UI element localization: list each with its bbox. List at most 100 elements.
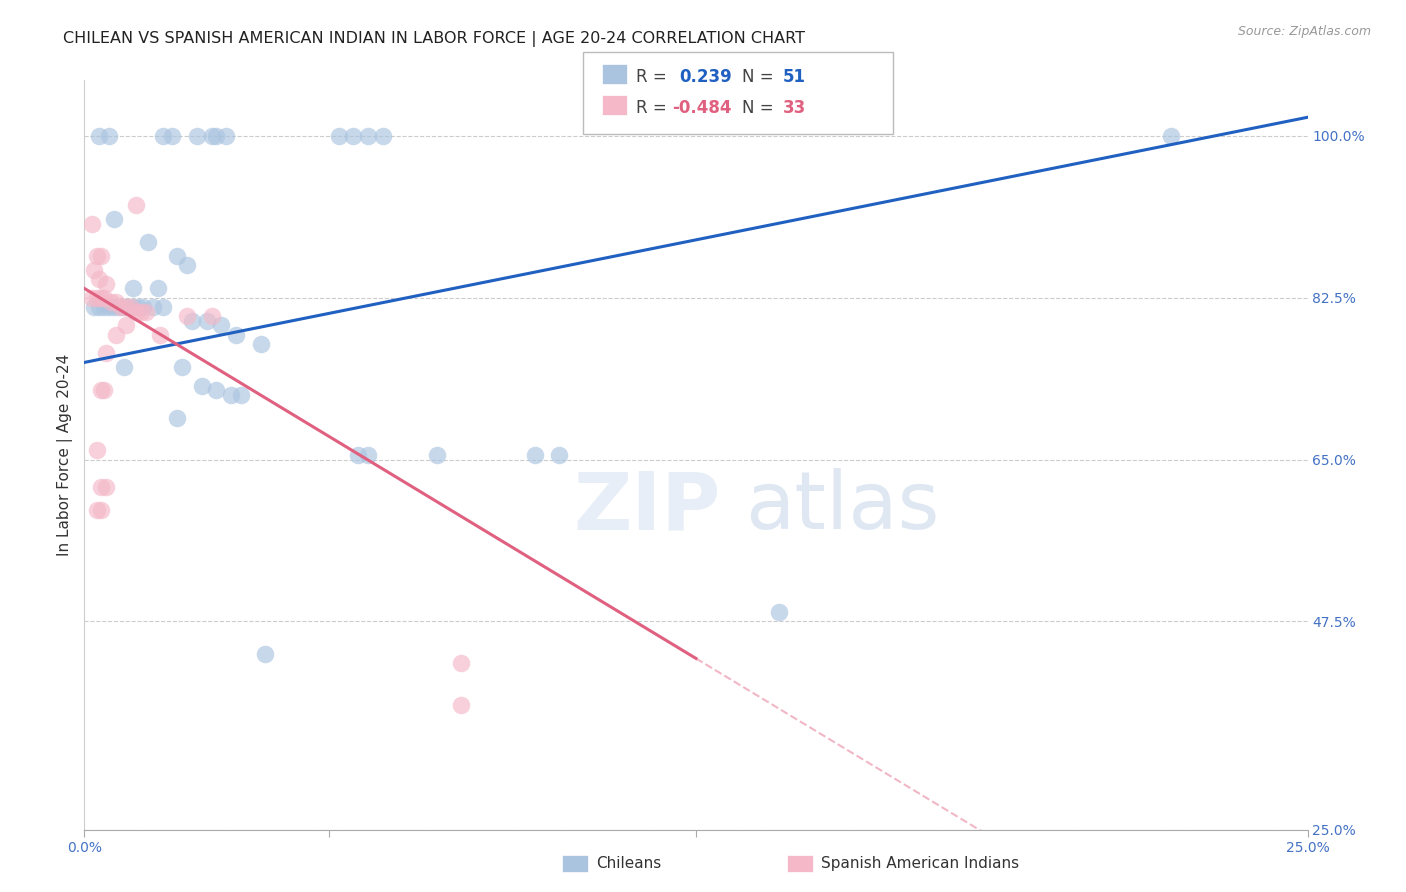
Point	[225, 327, 247, 342]
Point	[103, 300, 125, 314]
Y-axis label: In Labor Force | Age 20-24: In Labor Force | Age 20-24	[58, 354, 73, 556]
Point	[768, 605, 790, 619]
Point	[97, 300, 120, 314]
Point	[149, 327, 172, 342]
Point	[80, 217, 103, 231]
Point	[96, 346, 118, 360]
Point	[135, 304, 157, 318]
Point	[176, 258, 198, 272]
Point	[107, 300, 129, 314]
Point	[86, 249, 108, 263]
Point	[523, 448, 546, 462]
Text: Source: ZipAtlas.com: Source: ZipAtlas.com	[1237, 25, 1371, 38]
Text: Spanish American Indians: Spanish American Indians	[821, 856, 1019, 871]
Point	[357, 128, 380, 143]
Point	[191, 378, 214, 392]
Point	[90, 291, 112, 305]
Point	[205, 383, 228, 397]
Point	[96, 277, 118, 291]
Point	[229, 388, 252, 402]
Point	[125, 304, 148, 318]
Point	[357, 448, 380, 462]
Point	[115, 318, 138, 333]
Point	[254, 647, 277, 661]
Text: atlas: atlas	[745, 468, 939, 547]
Text: ZIP: ZIP	[574, 468, 720, 547]
Point	[162, 128, 184, 143]
Point	[142, 300, 165, 314]
Point	[93, 291, 115, 305]
Point	[172, 359, 194, 374]
Text: -0.484: -0.484	[672, 99, 731, 117]
Point	[136, 235, 159, 249]
Point	[93, 300, 115, 314]
Point	[426, 448, 449, 462]
Point	[90, 383, 112, 397]
Point	[83, 300, 105, 314]
Point	[450, 698, 472, 712]
Point	[450, 656, 472, 670]
Point	[110, 300, 132, 314]
Point	[103, 212, 125, 227]
Point	[152, 300, 174, 314]
Point	[105, 295, 128, 310]
Point	[122, 300, 145, 314]
Point	[347, 448, 370, 462]
Point	[125, 198, 148, 212]
Point	[122, 281, 145, 295]
Point	[152, 128, 174, 143]
Point	[86, 443, 108, 458]
Text: R =: R =	[636, 99, 672, 117]
Point	[1160, 128, 1182, 143]
Point	[83, 263, 105, 277]
Text: N =: N =	[742, 99, 779, 117]
Text: R =: R =	[636, 68, 672, 86]
Point	[105, 327, 128, 342]
Point	[100, 295, 122, 310]
Point	[195, 314, 218, 328]
Point	[215, 128, 238, 143]
Point	[90, 503, 112, 517]
Text: 0.239: 0.239	[679, 68, 733, 86]
Point	[249, 337, 271, 351]
Point	[200, 309, 222, 323]
Point	[176, 309, 198, 323]
Point	[86, 291, 108, 305]
Text: CHILEAN VS SPANISH AMERICAN INDIAN IN LABOR FORCE | AGE 20-24 CORRELATION CHART: CHILEAN VS SPANISH AMERICAN INDIAN IN LA…	[63, 31, 806, 47]
Point	[328, 128, 350, 143]
Point	[129, 304, 152, 318]
Point	[115, 300, 138, 314]
Text: Chileans: Chileans	[596, 856, 661, 871]
Point	[112, 359, 135, 374]
Point	[112, 300, 135, 314]
Point	[87, 128, 110, 143]
Point	[548, 448, 571, 462]
Point	[90, 249, 112, 263]
Point	[97, 128, 120, 143]
Point	[96, 480, 118, 494]
Point	[342, 128, 364, 143]
Point	[219, 388, 242, 402]
Text: 51: 51	[783, 68, 806, 86]
Point	[90, 480, 112, 494]
Point	[146, 281, 169, 295]
Point	[371, 128, 394, 143]
Point	[209, 318, 232, 333]
Point	[117, 300, 139, 314]
Point	[93, 383, 115, 397]
Point	[166, 411, 188, 425]
Point	[87, 272, 110, 286]
Point	[86, 503, 108, 517]
Text: 33: 33	[783, 99, 807, 117]
Point	[186, 128, 208, 143]
Point	[132, 300, 155, 314]
Point	[80, 291, 103, 305]
Point	[120, 300, 142, 314]
Point	[181, 314, 204, 328]
Point	[200, 128, 222, 143]
Point	[166, 249, 188, 263]
Point	[87, 300, 110, 314]
Point	[127, 300, 149, 314]
Text: N =: N =	[742, 68, 779, 86]
Point	[205, 128, 228, 143]
